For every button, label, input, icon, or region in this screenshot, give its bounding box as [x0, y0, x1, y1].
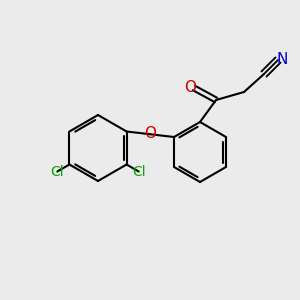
Text: O: O	[144, 126, 156, 141]
Text: O: O	[184, 80, 196, 94]
Text: Cl: Cl	[132, 164, 146, 178]
Text: Cl: Cl	[50, 164, 64, 178]
Text: N: N	[276, 52, 288, 67]
